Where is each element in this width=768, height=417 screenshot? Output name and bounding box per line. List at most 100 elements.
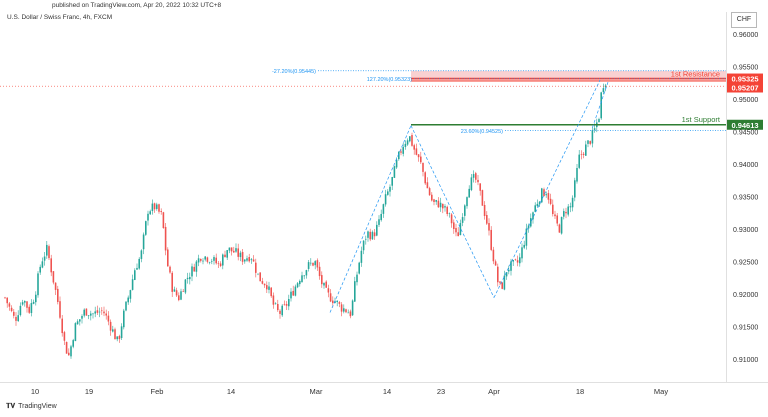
candle-body: [413, 145, 415, 150]
tradingview-logo: 𝐓𝐕 TradingView: [6, 403, 57, 411]
candle-body: [459, 223, 462, 236]
candle-body: [24, 301, 26, 303]
candle-body: [345, 309, 347, 313]
current-price-tag-box: [727, 82, 763, 93]
candle-body: [103, 311, 105, 314]
candle-body: [312, 262, 314, 266]
candle-body: [136, 267, 138, 270]
candle-body: [547, 193, 550, 200]
candle-body: [593, 128, 596, 130]
candle-body: [433, 199, 435, 203]
candle-body: [294, 286, 297, 296]
candle-body: [558, 224, 561, 233]
candle-body: [107, 315, 110, 322]
candle-body: [32, 301, 35, 304]
candle-body: [323, 282, 325, 286]
candle-body: [442, 203, 444, 209]
candle-body: [296, 283, 299, 288]
candle-body: [503, 275, 506, 290]
candle-body: [556, 215, 558, 224]
candle-body: [162, 212, 165, 229]
candle-body: [439, 202, 442, 208]
candle-body: [195, 261, 198, 272]
candle-body: [140, 250, 143, 259]
candle-body: [343, 308, 345, 312]
candle-body: [257, 273, 259, 275]
candle-body: [543, 189, 545, 197]
candle-body: [266, 285, 268, 290]
fib-level-label: 23.60%(0.94525): [461, 129, 503, 135]
candle-body: [464, 205, 466, 216]
candle-body: [123, 310, 125, 328]
x-tick-label: May: [654, 387, 668, 396]
y-tick-label: 0.91000: [733, 357, 758, 364]
candle-body: [175, 290, 178, 296]
candle-body: [461, 217, 464, 223]
candle-body: [303, 275, 305, 277]
candle-body: [486, 215, 488, 224]
candle-body: [226, 250, 228, 258]
candle-body: [371, 231, 374, 240]
candle-body: [70, 346, 72, 357]
candle-body: [279, 310, 281, 314]
candle-body: [538, 201, 541, 205]
candle-body: [349, 311, 352, 317]
candle-body: [171, 272, 173, 292]
candle-body: [299, 280, 301, 285]
candle-body: [202, 260, 204, 262]
candle-body: [358, 262, 360, 274]
resistance-price-tag-box: [727, 73, 763, 84]
candle-body: [334, 301, 336, 303]
candle-body: [314, 261, 316, 266]
candle-body: [21, 302, 24, 305]
candle-body: [156, 204, 158, 209]
candle-body: [354, 281, 356, 302]
candle-body: [318, 266, 321, 277]
x-tick-label: 14: [227, 387, 235, 396]
candle-body: [435, 200, 437, 202]
candle-body: [241, 251, 244, 262]
candle-body: [310, 262, 312, 264]
candle-body: [301, 275, 303, 283]
candle-body: [158, 204, 160, 212]
candle-body: [327, 288, 330, 293]
candle-body: [508, 269, 510, 272]
y-tick-label: 0.92500: [733, 259, 758, 266]
candle-body: [217, 263, 220, 265]
candle-body: [17, 315, 19, 322]
candle-body: [560, 217, 563, 234]
candle-body: [206, 257, 209, 262]
candle-body: [213, 257, 215, 261]
candle-body: [472, 174, 475, 178]
candle-body: [250, 259, 253, 261]
candle-body: [356, 274, 358, 283]
candle-body: [90, 313, 92, 316]
candle-body: [541, 188, 543, 203]
candle-body: [15, 316, 17, 321]
candle-body: [571, 197, 574, 208]
candle-body: [37, 273, 39, 296]
candle-body: [428, 188, 431, 196]
candle-body: [376, 224, 378, 236]
candle-body: [569, 206, 572, 208]
candle-body: [514, 259, 517, 260]
candle-body: [145, 221, 147, 235]
candle-body: [114, 329, 116, 340]
candle-body: [329, 293, 332, 302]
price-axis: 0.91000 0.91500 0.92000 0.92500 0.93000 0.935…: [733, 32, 758, 364]
candle-body: [325, 281, 327, 288]
candle-body: [380, 213, 382, 221]
swing-dashed-line: [329, 125, 412, 313]
swing-dashed-line: [591, 81, 609, 129]
candle-body: [169, 266, 171, 273]
candle-body: [274, 303, 277, 305]
candle-body: [549, 198, 552, 204]
candle-body: [536, 203, 539, 207]
candle-body: [200, 258, 202, 261]
candle-body: [332, 300, 334, 304]
candle-body: [290, 291, 292, 299]
candle-body: [178, 295, 180, 301]
candle-body: [510, 261, 512, 271]
y-tick-label: 0.93500: [733, 195, 758, 202]
